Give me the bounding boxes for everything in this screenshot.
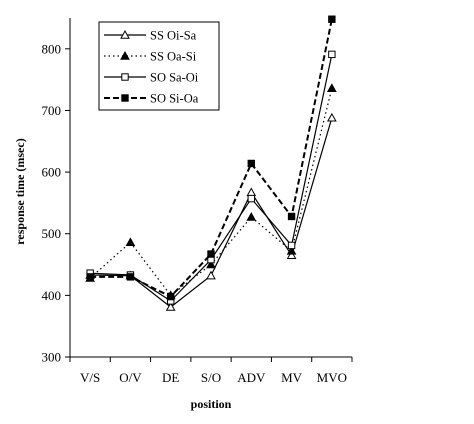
legend-label: SO Si-Oa — [150, 92, 199, 106]
data-point — [287, 241, 296, 250]
data-point — [327, 112, 337, 122]
y-tick-label: 700 — [42, 103, 62, 118]
legend-marker — [120, 29, 130, 39]
legend-label: SO Sa-Oi — [150, 71, 199, 85]
data-point — [165, 302, 176, 311]
y-axis-title: response time (msec) — [13, 138, 27, 244]
series-4 — [86, 15, 336, 301]
data-point — [247, 159, 255, 168]
data-point — [327, 83, 337, 92]
y-tick-label: 300 — [42, 350, 62, 365]
x-tick-label: MVO — [317, 370, 347, 385]
x-axis-title: position — [191, 397, 232, 411]
data-point — [247, 194, 255, 203]
data-point — [328, 15, 336, 23]
data-point — [126, 273, 135, 281]
y-tick-label: 500 — [42, 226, 62, 241]
data-point — [286, 250, 297, 259]
legend-label: SS Oi-Sa — [150, 29, 197, 43]
x-tick-label: DE — [162, 370, 179, 385]
legend: SS Oi-Sa SS Oa-Si SO Sa-Oi SO Si-Oa — [98, 21, 220, 111]
legend-box — [98, 21, 220, 111]
data-point — [246, 212, 257, 221]
series-layer — [85, 15, 337, 311]
data-point — [287, 212, 296, 221]
x-tick-label: S/O — [201, 370, 221, 385]
legend-label: SS Oa-Si — [150, 50, 197, 64]
data-point — [206, 259, 216, 269]
data-point — [207, 250, 215, 258]
series-2 — [85, 83, 337, 300]
axes: 300 400 500 600 700 800 V/S O/V DE S/O ADV MV MVO — [42, 18, 353, 385]
legend-marker — [121, 73, 129, 81]
data-point — [286, 245, 297, 255]
data-point — [328, 50, 336, 59]
data-point — [246, 187, 257, 197]
data-point — [206, 270, 216, 280]
x-tick-label: O/V — [119, 370, 142, 385]
legend-marker — [120, 50, 130, 60]
y-tick-label: 400 — [42, 288, 62, 303]
y-tick-label: 800 — [42, 41, 62, 56]
x-tick-label: V/S — [80, 370, 100, 385]
x-tick-label: ADV — [237, 370, 266, 385]
y-tick-label: 600 — [42, 165, 62, 180]
x-tick-label: MV — [281, 370, 303, 385]
data-point — [167, 292, 175, 301]
data-point — [125, 237, 136, 247]
legend-marker — [121, 94, 129, 102]
data-point — [86, 273, 94, 281]
